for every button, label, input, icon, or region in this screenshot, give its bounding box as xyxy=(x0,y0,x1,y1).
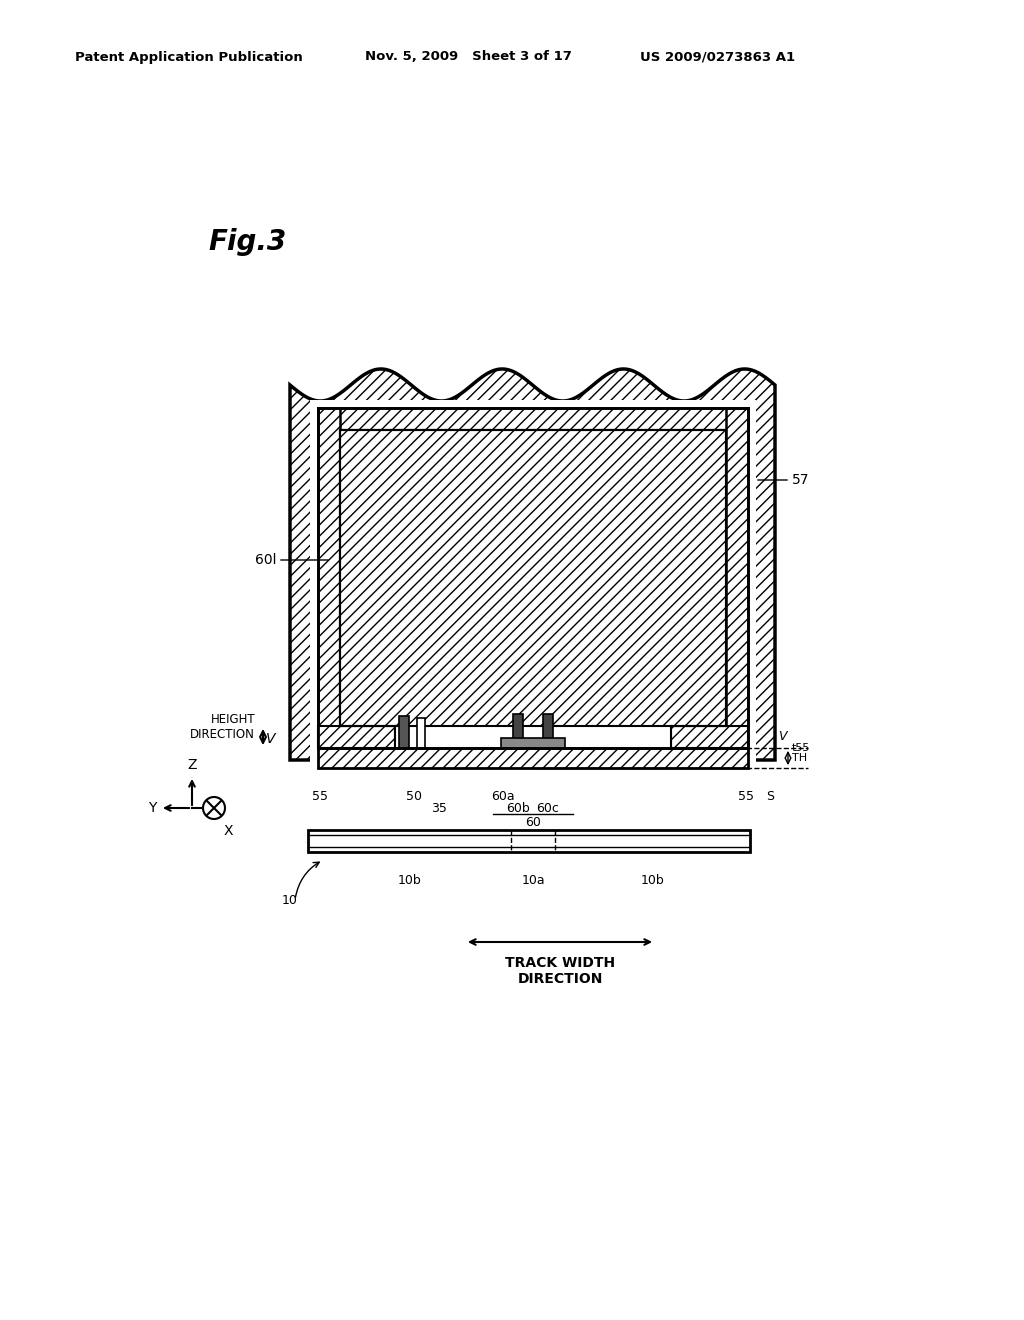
Bar xyxy=(417,718,425,748)
Text: 60l: 60l xyxy=(255,553,276,568)
Text: Z: Z xyxy=(187,758,197,772)
Text: 60a: 60a xyxy=(492,789,515,803)
Text: 50: 50 xyxy=(406,789,422,803)
Bar xyxy=(395,726,671,748)
Bar xyxy=(399,715,409,748)
Text: 10a: 10a xyxy=(521,874,545,887)
Text: X: X xyxy=(223,824,232,838)
Text: 55: 55 xyxy=(738,789,754,803)
Text: 60c: 60c xyxy=(537,803,559,814)
Bar xyxy=(340,430,726,726)
Text: S: S xyxy=(766,789,774,803)
Text: 10b: 10b xyxy=(397,874,421,887)
Text: Fig.3: Fig.3 xyxy=(208,228,286,256)
Text: 10: 10 xyxy=(283,894,298,907)
Text: 60b: 60b xyxy=(506,803,529,814)
Text: 35: 35 xyxy=(431,803,446,814)
Bar xyxy=(340,430,726,726)
Text: t55: t55 xyxy=(792,743,810,752)
Bar xyxy=(310,400,756,776)
Bar xyxy=(543,714,553,748)
Bar xyxy=(726,408,748,748)
Text: 60: 60 xyxy=(525,816,541,829)
Bar xyxy=(318,726,395,748)
Text: 57: 57 xyxy=(792,473,810,487)
Bar xyxy=(318,408,748,430)
Text: HEIGHT
DIRECTION: HEIGHT DIRECTION xyxy=(190,713,255,741)
Text: US 2009/0273863 A1: US 2009/0273863 A1 xyxy=(640,50,795,63)
Text: 55: 55 xyxy=(312,789,328,803)
Text: V: V xyxy=(778,730,786,742)
Bar xyxy=(318,408,340,748)
Text: Patent Application Publication: Patent Application Publication xyxy=(75,50,303,63)
Text: 10b: 10b xyxy=(641,874,665,887)
Text: Nov. 5, 2009   Sheet 3 of 17: Nov. 5, 2009 Sheet 3 of 17 xyxy=(365,50,571,63)
Text: Y: Y xyxy=(147,801,156,814)
Bar xyxy=(671,726,748,748)
Text: TRACK WIDTH
DIRECTION: TRACK WIDTH DIRECTION xyxy=(505,956,615,986)
Bar xyxy=(513,714,523,748)
Bar xyxy=(341,432,725,725)
Text: TH: TH xyxy=(792,752,807,763)
Bar xyxy=(501,738,565,748)
Bar xyxy=(308,830,750,851)
Text: V: V xyxy=(266,733,275,746)
Polygon shape xyxy=(290,370,775,760)
Bar xyxy=(318,748,748,768)
